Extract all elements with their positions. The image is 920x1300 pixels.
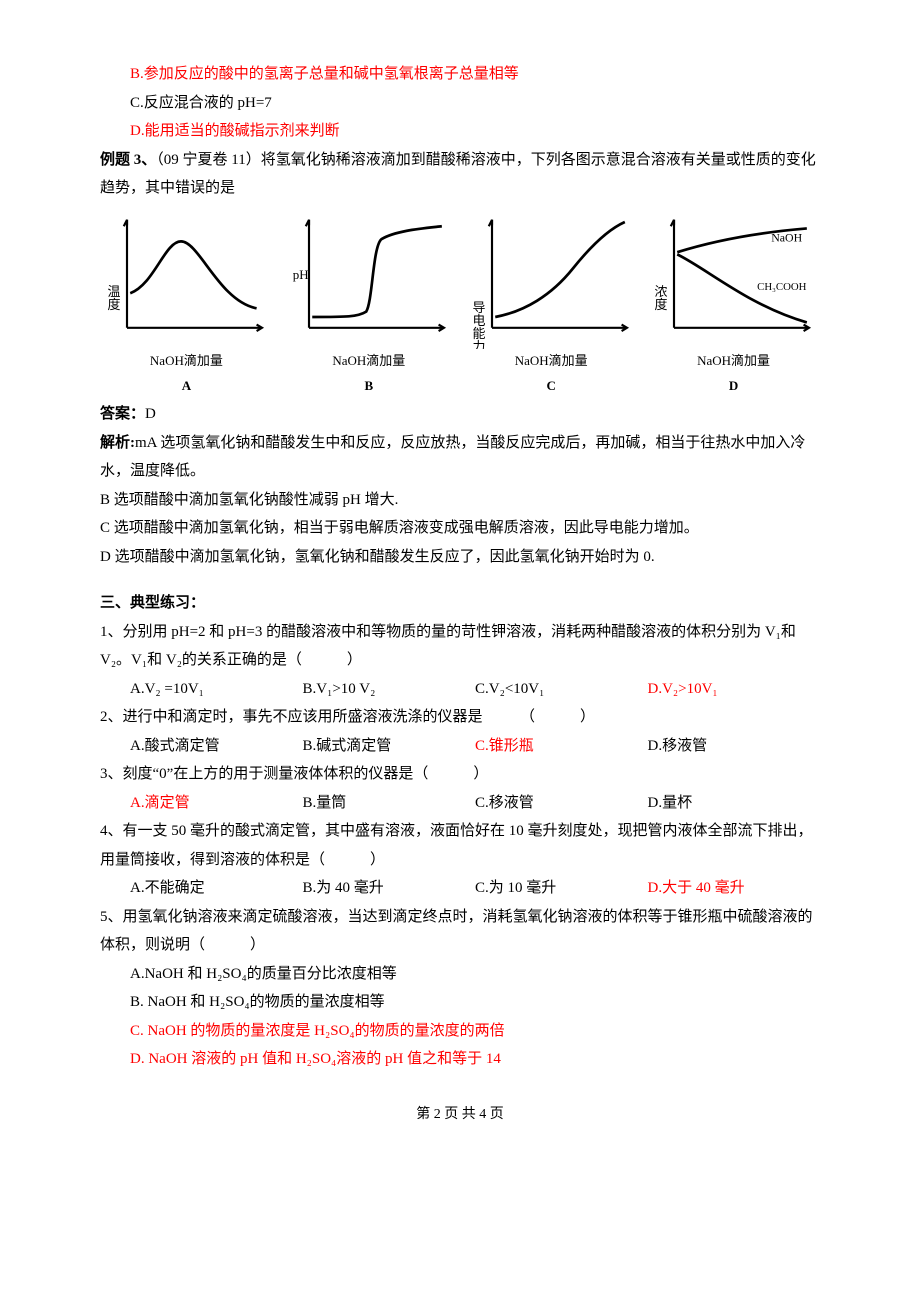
q1-b: B.V₁>10 V₂: [303, 675, 476, 704]
q2-d: D.移液管: [648, 732, 821, 761]
page-footer: 第 2 页 共 4 页: [100, 1102, 820, 1129]
q5-c: C. NaOH 的物质的量浓度是 H₂SO₄的物质的量浓度的两倍: [100, 1017, 820, 1046]
q3-options: A.滴定管 B.量筒 C.移液管 D.量杯: [100, 789, 820, 818]
q2-b: B.碱式滴定管: [303, 732, 476, 761]
svg-text:浓度: 浓度: [653, 284, 668, 310]
q2-a: A.酸式滴定管: [130, 732, 303, 761]
ex3-analysis-1: B 选项醋酸中滴加氢氧化钠酸性减弱 pH 增大.: [100, 486, 820, 515]
q5-b: B. NaOH 和 H₂SO₄的物质的量浓度相等: [100, 988, 820, 1017]
section3-title: 三、典型练习：: [100, 589, 820, 618]
svg-text:温度: 温度: [105, 284, 120, 310]
ex3-figures: 温度 NaOH滴加量 A pH NaOH滴加量 B 导电能力 NaOH滴加量 C: [100, 209, 820, 399]
q3-b: B.量筒: [303, 789, 476, 818]
q1-options: A.V₂ =10V₁ B.V₁>10 V₂ C.V₂<10V₁ D.V₂>10V…: [100, 675, 820, 704]
q3-c: C.移液管: [475, 789, 648, 818]
q3-a: A.滴定管: [130, 789, 303, 818]
fig-c-x: NaOH滴加量: [465, 349, 638, 374]
opt-b-prev: B.参加反应的酸中的氢离子总量和碱中氢氧根离子总量相等: [100, 60, 820, 89]
ex3-prefix: 例题 3、: [100, 152, 156, 168]
opt-d-prev: D.能用适当的酸碱指示剂来判断: [100, 117, 820, 146]
q4-d: D.大于 40 毫升: [648, 874, 821, 903]
q2-stem: 2、进行中和滴定时，事先不应该用所盛溶液洗涤的仪器是 （ ）: [100, 703, 820, 732]
analysis-label: 解析:: [100, 435, 135, 451]
chart-c: 导电能力: [465, 209, 638, 349]
q1-d: D.V₂>10V₁: [648, 675, 821, 704]
q4-stem: 4、有一支 50 毫升的酸式滴定管，其中盛有溶液，液面恰好在 10 毫升刻度处，…: [100, 817, 820, 874]
fig-d-label: D: [647, 374, 820, 399]
q4-b: B.为 40 毫升: [303, 874, 476, 903]
svg-text:CH₃COOH: CH₃COOH: [757, 280, 806, 292]
ex3-analysis-3: D 选项醋酸中滴加氢氧化钠，氢氧化钠和醋酸发生反应了，因此氢氧化钠开始时为 0.: [100, 543, 820, 572]
fig-b-label: B: [282, 374, 455, 399]
q4-options: A.不能确定 B.为 40 毫升 C.为 10 毫升 D.大于 40 毫升: [100, 874, 820, 903]
svg-text:pH: pH: [293, 267, 309, 282]
fig-b: pH NaOH滴加量 B: [282, 209, 455, 399]
chart-a: 温度: [100, 209, 273, 349]
svg-text:导电能力: 导电能力: [470, 300, 485, 349]
opt-c-prev: C.反应混合液的 pH=7: [100, 89, 820, 118]
fig-d: NaOH CH₃COOH 浓度 NaOH滴加量 D: [647, 209, 820, 399]
ex3-answer: 答案：D: [100, 400, 820, 429]
fig-a-label: A: [100, 374, 273, 399]
answer-label: 答案：: [100, 406, 145, 422]
analysis-line-0: mA 选项氢氧化钠和醋酸发生中和反应，反应放热，当酸反应完成后，再加碱，相当于往…: [100, 435, 805, 480]
q2-options: A.酸式滴定管 B.碱式滴定管 C.锥形瓶 D.移液管: [100, 732, 820, 761]
chart-b: pH: [282, 209, 455, 349]
q3-stem: 3、刻度“0”在上方的用于测量液体体积的仪器是（ ）: [100, 760, 820, 789]
q1-a: A.V₂ =10V₁: [130, 675, 303, 704]
q5-a: A.NaOH 和 H₂SO₄的质量百分比浓度相等: [100, 960, 820, 989]
fig-a: 温度 NaOH滴加量 A: [100, 209, 273, 399]
answer-val: D: [145, 406, 156, 422]
q3-d: D.量杯: [648, 789, 821, 818]
fig-b-x: NaOH滴加量: [282, 349, 455, 374]
fig-c: 导电能力 NaOH滴加量 C: [465, 209, 638, 399]
ex3-text: （09 宁夏卷 11）将氢氧化钠稀溶液滴加到醋酸稀溶液中，下列各图示意混合溶液有…: [100, 152, 816, 197]
q1-stem: 1、分别用 pH=2 和 pH=3 的醋酸溶液中和等物质的量的苛性钾溶液，消耗两…: [100, 618, 820, 675]
ex3-analysis-2: C 选项醋酸中滴加氢氧化钠，相当于弱电解质溶液变成强电解质溶液，因此导电能力增加…: [100, 514, 820, 543]
q4-a: A.不能确定: [130, 874, 303, 903]
fig-c-label: C: [465, 374, 638, 399]
fig-a-x: NaOH滴加量: [100, 349, 273, 374]
fig-d-x: NaOH滴加量: [647, 349, 820, 374]
q1-c: C.V₂<10V₁: [475, 675, 648, 704]
ex3-analysis-0: 解析:mA 选项氢氧化钠和醋酸发生中和反应，反应放热，当酸反应完成后，再加碱，相…: [100, 429, 820, 486]
svg-text:NaOH: NaOH: [771, 230, 802, 244]
q4-c: C.为 10 毫升: [475, 874, 648, 903]
q2-c: C.锥形瓶: [475, 732, 648, 761]
q5-d: D. NaOH 溶液的 pH 值和 H₂SO₄溶液的 pH 值之和等于 14: [100, 1045, 820, 1074]
q5-stem: 5、用氢氧化钠溶液来滴定硫酸溶液，当达到滴定终点时，消耗氢氧化钠溶液的体积等于锥…: [100, 903, 820, 960]
chart-d: NaOH CH₃COOH 浓度: [647, 209, 820, 349]
ex3-stem: 例题 3、（09 宁夏卷 11）将氢氧化钠稀溶液滴加到醋酸稀溶液中，下列各图示意…: [100, 146, 820, 203]
